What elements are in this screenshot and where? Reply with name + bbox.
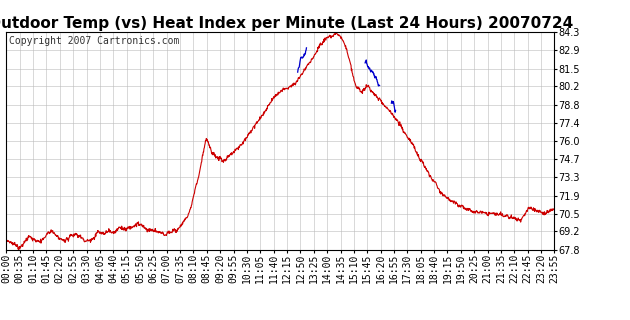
Text: Copyright 2007 Cartronics.com: Copyright 2007 Cartronics.com: [9, 36, 180, 46]
Title: Outdoor Temp (vs) Heat Index per Minute (Last 24 Hours) 20070724: Outdoor Temp (vs) Heat Index per Minute …: [0, 16, 573, 31]
